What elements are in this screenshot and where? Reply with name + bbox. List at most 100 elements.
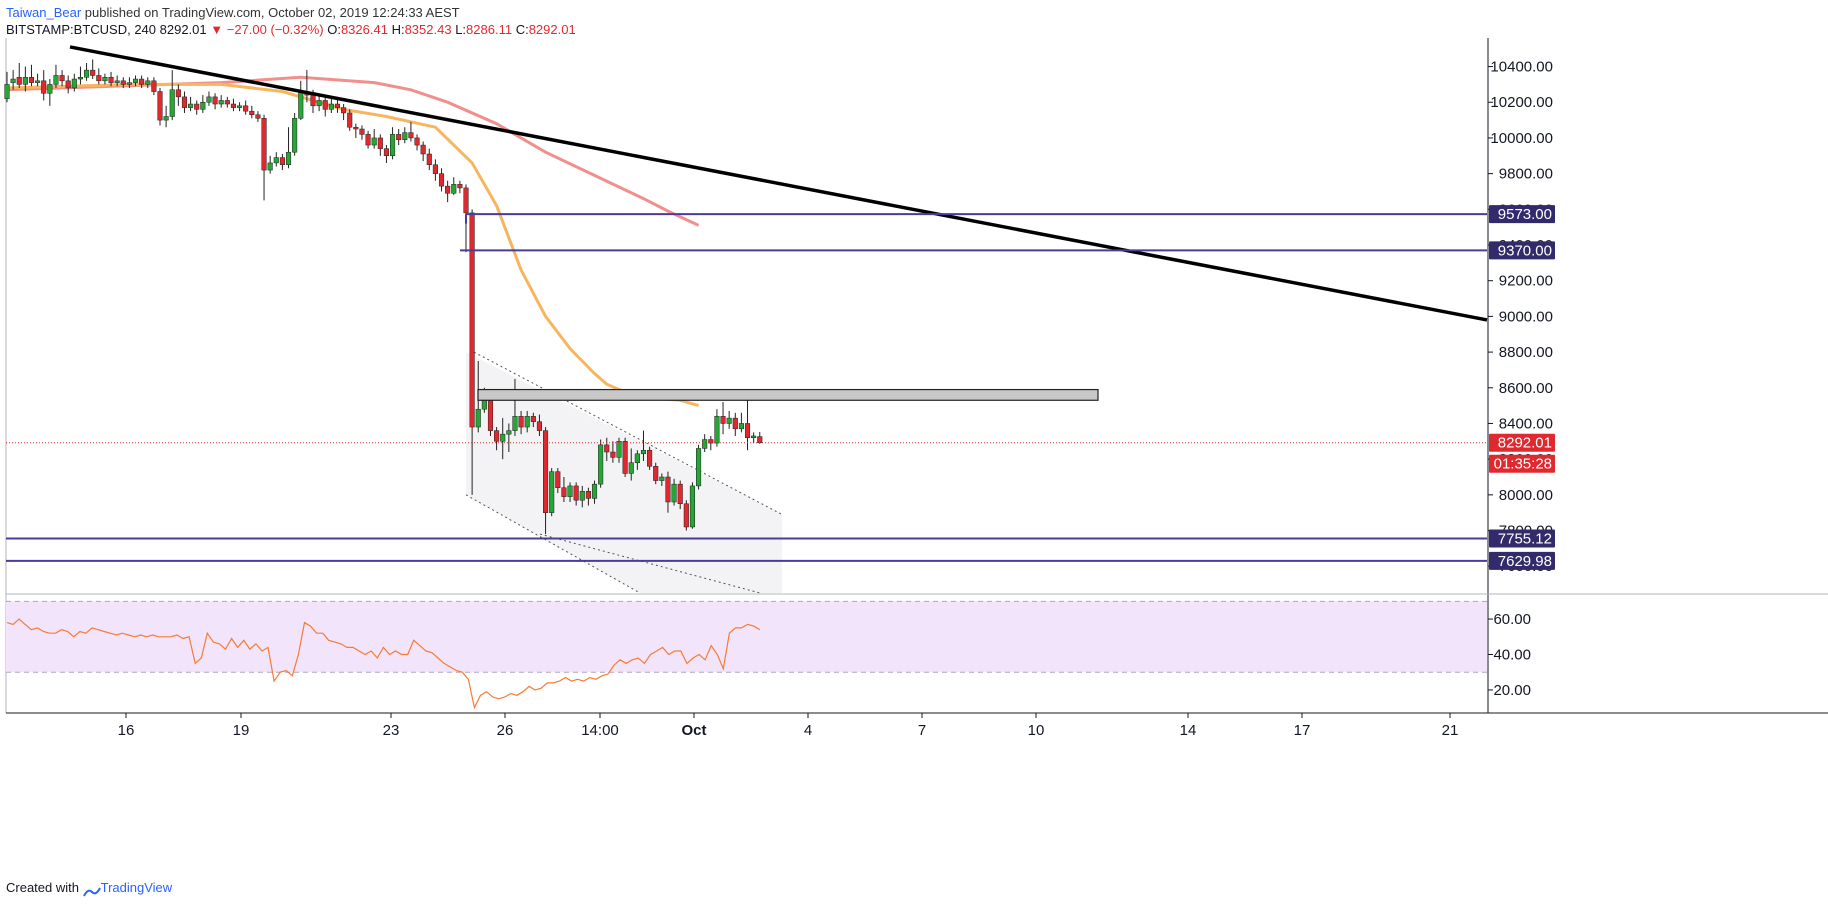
candle-body [396, 134, 402, 140]
candle [365, 130, 371, 149]
candle [267, 155, 273, 174]
close-label: C: [515, 22, 529, 37]
candle-body [206, 96, 212, 103]
candle-body [610, 451, 616, 458]
candle [744, 400, 751, 451]
candle [28, 64, 35, 87]
candle [677, 480, 683, 510]
candle-body [96, 75, 102, 82]
candle [689, 482, 695, 529]
time-tick-label: 7 [918, 722, 926, 739]
candle-body [457, 184, 463, 189]
candle-body [353, 126, 359, 130]
time-tick-label: 19 [233, 722, 250, 739]
candle [567, 482, 573, 502]
candle [628, 448, 634, 481]
candle-body [59, 75, 65, 82]
candle-body [524, 416, 530, 428]
resistance-zone [477, 388, 1099, 401]
candle [341, 104, 347, 121]
candle [255, 111, 261, 122]
price-tick-label: 10200.00 [1490, 94, 1553, 111]
candle [181, 91, 188, 113]
tag-countdown-text: 01:35:28 [1494, 456, 1552, 473]
candle [634, 450, 640, 470]
candle [157, 87, 163, 126]
price-tick-label: 8800.00 [1499, 344, 1553, 361]
candle-body [573, 485, 579, 501]
candle-body [622, 441, 628, 474]
candle-body [591, 483, 598, 499]
candle-body [285, 151, 292, 165]
candle [530, 412, 536, 428]
candle-body [671, 483, 677, 503]
candle-body [414, 137, 420, 146]
candle-body [757, 436, 763, 443]
candle-body [628, 462, 634, 474]
candle [591, 480, 598, 504]
candle [206, 91, 212, 106]
candle-body [163, 116, 169, 121]
candles[interactable] [4, 59, 763, 535]
candle-body [194, 103, 200, 110]
candle [445, 180, 451, 203]
candle [163, 105, 169, 128]
candle [702, 434, 708, 453]
candle-body [298, 91, 304, 119]
candle [432, 159, 438, 181]
candle-body [383, 148, 389, 157]
candle [224, 96, 230, 108]
created-with-label: Created with [6, 880, 79, 895]
candle [543, 427, 549, 535]
tradingview-brand-link[interactable]: TradingView [100, 880, 173, 895]
candle-body [169, 89, 175, 117]
candle-body [494, 430, 500, 442]
tag-last-price: 8292.01 [1489, 433, 1555, 452]
candle-body [53, 75, 59, 85]
tag-level-7630-text: 7629.98 [1498, 553, 1552, 570]
candle [71, 73, 77, 92]
candle [524, 410, 530, 433]
candle-body [469, 212, 475, 428]
time-axis[interactable]: 16 19 23 26 14:00 Oct 4 7 10 14 17 21 [118, 713, 1459, 739]
ema-slow-line [6, 75, 700, 227]
candle-body [402, 132, 408, 140]
candle [353, 123, 359, 138]
close-value: 8292.01 [528, 22, 576, 37]
candle-body [212, 96, 218, 105]
candle-body [616, 441, 622, 458]
candle [683, 500, 689, 531]
candle-body [120, 80, 126, 85]
author-link[interactable]: Taiwan_Bear [6, 5, 82, 20]
candle-body [4, 84, 10, 99]
candle [420, 141, 426, 162]
candle-body [90, 69, 96, 76]
candle-body [647, 449, 653, 467]
candle [47, 79, 53, 106]
candle [359, 125, 365, 140]
candle [328, 98, 334, 113]
candle-body [653, 466, 659, 481]
tag-level-9370: 9370.00 [1489, 241, 1555, 260]
candle-body [500, 433, 506, 442]
candle [555, 468, 561, 494]
candle [708, 435, 714, 451]
candle [622, 437, 628, 478]
candle [298, 80, 304, 121]
candle [188, 96, 194, 112]
price-tick-label: 9800.00 [1499, 166, 1553, 183]
candle [647, 446, 653, 470]
price-axis[interactable]: 10400.0010200.0010000.009800.009600.0094… [1488, 59, 1553, 576]
candle [396, 129, 402, 146]
time-tick-label: 17 [1294, 722, 1311, 739]
rsi-tick-label: 40.00 [1493, 647, 1531, 664]
candle [598, 439, 604, 488]
moving-averages [6, 75, 700, 408]
candle-body [22, 77, 28, 85]
price-tags: 9573.00 9370.00 8292.01 01:35:28 7755.12 7629… [1489, 205, 1555, 570]
candle [371, 129, 377, 149]
symbol-name[interactable]: BITSTAMP:BTCUSD, 240 [6, 22, 157, 37]
candle-body [230, 103, 236, 108]
candle-body [659, 476, 665, 481]
